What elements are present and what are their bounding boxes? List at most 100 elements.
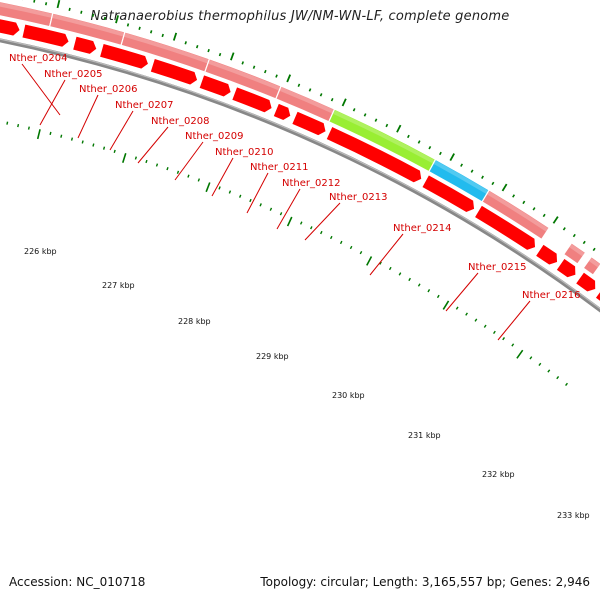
kbp-label: 233 kbp xyxy=(557,511,590,520)
gene-leader-line xyxy=(276,188,301,230)
outer-tick xyxy=(374,118,378,122)
gene-label: Nther_0208 xyxy=(151,116,209,127)
kbp-label: 228 kbp xyxy=(178,317,211,326)
scale-tick xyxy=(259,203,262,207)
inner-gene-arrow xyxy=(421,174,475,213)
gene-label: Nther_0206 xyxy=(79,84,137,95)
outer-gene-block-highlight xyxy=(124,33,209,64)
gene-leader-line xyxy=(77,94,99,139)
outer-tick xyxy=(582,240,586,245)
gene-label: Nther_0212 xyxy=(282,178,340,189)
outer-tick-marks xyxy=(22,0,596,252)
gene-leader-line xyxy=(369,233,404,276)
scale-tick xyxy=(483,324,487,328)
inner-gene-track xyxy=(0,18,600,302)
scale-tick xyxy=(155,163,159,167)
outer-tick xyxy=(161,33,164,38)
scale-tick xyxy=(205,182,211,193)
outer-tick xyxy=(385,123,389,128)
kbp-label: 226 kbp xyxy=(24,247,57,256)
inner-gene-arrow xyxy=(21,23,70,48)
scale-tick xyxy=(427,289,431,293)
inner-gene-arrow xyxy=(149,58,199,86)
outer-tick xyxy=(352,108,356,112)
scale-tick xyxy=(92,143,95,147)
outer-gene-track xyxy=(0,0,600,276)
scale-tick xyxy=(492,330,496,335)
outer-tick xyxy=(552,216,559,224)
outer-tick xyxy=(149,30,153,34)
gene-leader-line xyxy=(211,157,234,197)
outer-tick xyxy=(80,10,83,14)
outer-tick xyxy=(308,88,312,92)
outer-tick xyxy=(417,140,421,144)
scale-tick xyxy=(511,343,515,347)
inner-gene-arrow xyxy=(72,35,98,55)
accession-text: Accession: NC_010718 xyxy=(9,575,146,589)
outer-tick xyxy=(195,44,199,49)
genome-info-text: Topology: circular; Length: 3,165,557 bp… xyxy=(260,575,590,589)
scale-tick xyxy=(359,250,363,255)
outer-gene-block-highlight xyxy=(589,257,600,268)
scale-tick xyxy=(349,245,353,250)
scale-tick xyxy=(320,230,323,235)
outer-tick xyxy=(218,52,222,57)
scale-tick xyxy=(269,207,273,211)
inner-gene-arrow xyxy=(0,18,21,37)
scale-tick xyxy=(218,186,221,190)
scale-tick xyxy=(228,190,232,194)
scale-tick xyxy=(455,306,459,310)
scale-tick xyxy=(310,226,313,230)
outer-tick xyxy=(532,207,536,211)
outer-gene-block-highlight xyxy=(569,244,585,257)
scale-tick xyxy=(36,129,41,140)
scale-tick xyxy=(442,300,450,310)
gene-label: Nther_0210 xyxy=(215,147,273,158)
scale-tick xyxy=(299,221,303,225)
scale-tick xyxy=(102,146,106,150)
kbp-label: 232 kbp xyxy=(482,470,515,479)
outer-tick xyxy=(491,181,495,186)
scale-tick xyxy=(197,178,201,182)
scale-tick xyxy=(474,318,478,322)
gene-label: Nther_0209 xyxy=(185,131,243,142)
inner-gene-arrow xyxy=(473,204,536,251)
inner-gene-arrow xyxy=(325,126,423,184)
outer-tick xyxy=(56,0,61,9)
outer-tick xyxy=(172,32,178,41)
outer-tick xyxy=(297,83,301,87)
scale-tick xyxy=(408,277,411,282)
outer-tick xyxy=(407,134,410,139)
gene-label: Nther_0216 xyxy=(522,290,580,301)
scale-tick xyxy=(279,212,283,216)
scale-tick xyxy=(417,283,421,287)
scale-tick xyxy=(6,121,9,125)
outer-gene-block xyxy=(481,189,551,241)
scale-tick xyxy=(465,312,468,316)
outer-gene-block-highlight xyxy=(333,110,435,164)
gene-leader-line xyxy=(304,202,341,241)
scale-tick xyxy=(81,140,84,144)
scale-tick xyxy=(113,149,116,154)
outer-gene-block-highlight xyxy=(487,191,549,232)
gene-leader-line xyxy=(174,141,204,181)
inner-gene-arrow xyxy=(555,257,577,279)
scale-tick xyxy=(516,349,524,359)
scale-tick xyxy=(529,356,533,360)
outer-tick xyxy=(512,194,516,198)
gene-leader-line xyxy=(497,300,531,341)
gene-label: Nther_0213 xyxy=(329,192,387,203)
scale-tick xyxy=(166,166,169,171)
gene-label: Nther_0205 xyxy=(44,69,102,80)
outer-tick xyxy=(439,151,442,156)
outer-tick xyxy=(562,227,566,231)
outer-tick xyxy=(341,98,347,107)
outer-tick xyxy=(592,247,596,252)
kbp-label: 227 kbp xyxy=(102,281,135,290)
scale-tick xyxy=(436,294,440,299)
outer-tick xyxy=(396,124,402,133)
kbp-label: 230 kbp xyxy=(332,391,365,400)
outer-tick xyxy=(460,163,464,167)
genome-backbone-shade xyxy=(0,38,600,310)
